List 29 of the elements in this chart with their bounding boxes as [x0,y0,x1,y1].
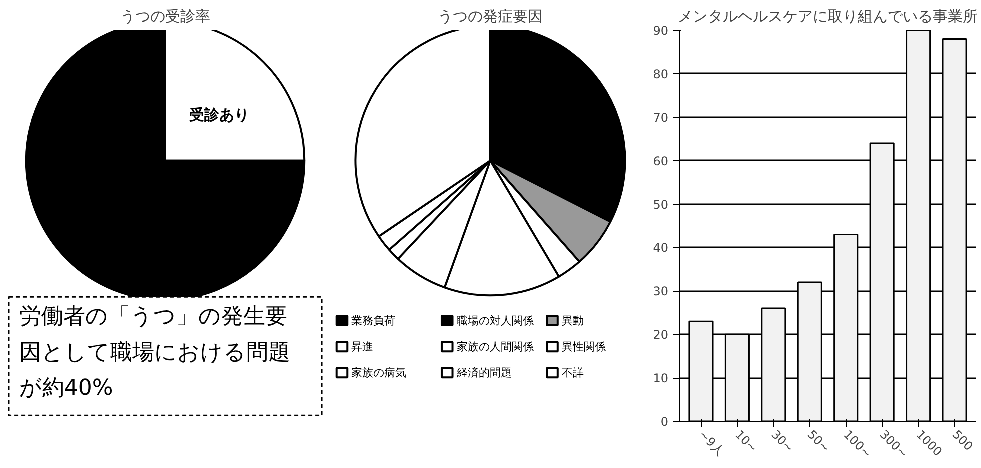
y-tick-label: 60 [653,154,669,168]
legend-label: 不詳 [562,366,584,380]
chart-title: メンタルヘルスケアに取り組んでいる事業所 [678,8,978,26]
legend-label: 昇進 [352,340,374,354]
x-tick-label: 500 [950,428,976,454]
y-tick-label: 80 [653,67,669,82]
chart-title: うつの発症要因 [438,8,543,26]
chart-title: うつの受診率 [120,8,210,26]
y-tick-label: 40 [653,241,669,256]
y-tick-label: 50 [653,198,669,212]
slice-label: 受診あり [188,106,250,124]
y-tick-label: 90 [653,24,669,38]
y-tick-label: 70 [653,110,669,125]
legend-label: 異動 [562,314,584,328]
x-tick-label: 30~ [768,428,797,456]
legend-label: 家族の病気 [352,366,407,380]
x-tick-label: ~9人 [696,428,728,458]
text: 労働者の「うつ」の発生要因として職場における問題が約40% [19,304,290,401]
legend-label: 異性関係 [562,340,606,354]
x-tick-label: 50~ [804,428,833,456]
legend-label: 職場の対人関係 [456,314,534,328]
x-tick-label: 10~ [732,428,760,456]
y-tick-label: 30 [653,284,669,299]
y-tick-label: 10 [653,372,669,386]
legend-label: 業務負荷 [352,314,396,328]
legend-label: 家族の人間関係 [456,340,534,354]
y-tick-label: 20 [653,328,669,342]
y-tick-label: 0 [660,415,669,429]
legend-label: 経済的問題 [456,366,512,380]
